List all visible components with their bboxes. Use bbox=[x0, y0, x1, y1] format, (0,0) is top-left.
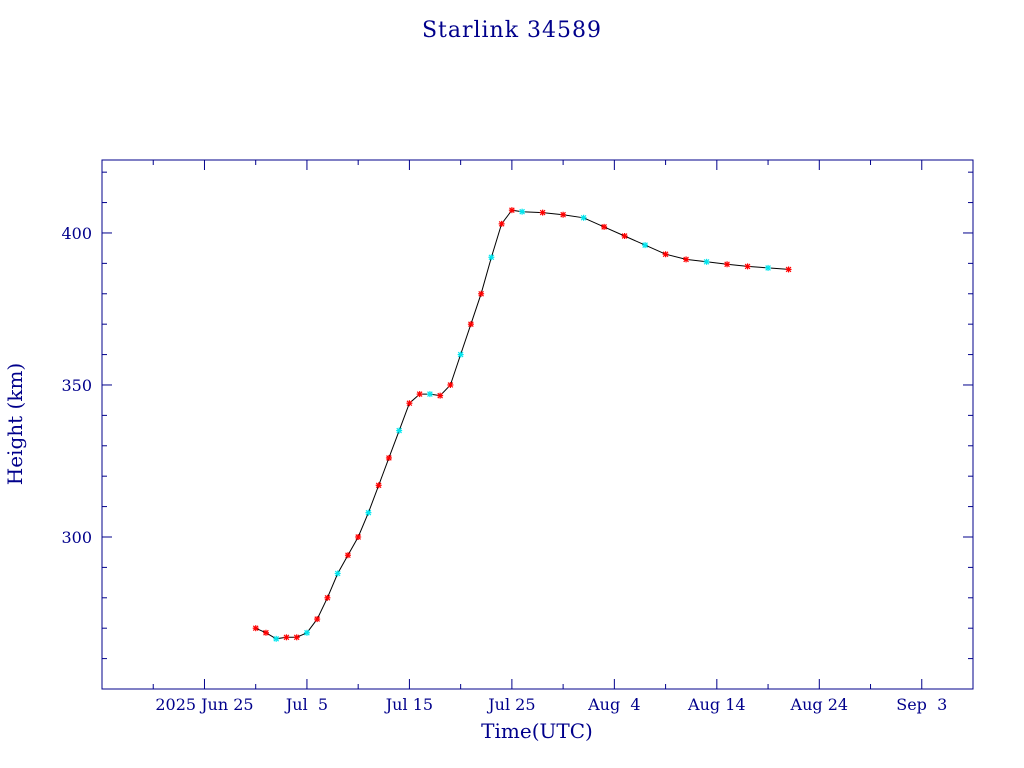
x-tick-label: Aug 14 bbox=[687, 695, 746, 714]
data-point bbox=[765, 264, 772, 271]
y-tick-label: 350 bbox=[61, 376, 92, 395]
data-point bbox=[703, 258, 710, 265]
data-point bbox=[478, 290, 485, 297]
data-point bbox=[498, 220, 505, 227]
data-point bbox=[539, 209, 546, 216]
data-point bbox=[457, 351, 464, 358]
data-point bbox=[273, 635, 280, 642]
data-point bbox=[365, 509, 372, 516]
axis-ticks bbox=[102, 160, 973, 689]
data-point bbox=[334, 570, 341, 577]
series-markers bbox=[252, 207, 792, 642]
x-tick-label: Jul 25 bbox=[486, 695, 535, 714]
data-point bbox=[488, 254, 495, 261]
data-point bbox=[303, 629, 310, 636]
data-point bbox=[262, 629, 269, 636]
data-point bbox=[375, 482, 382, 489]
data-point bbox=[344, 552, 351, 559]
data-point bbox=[642, 242, 649, 249]
data-point bbox=[560, 211, 567, 218]
x-tick-label: Jul 15 bbox=[384, 695, 433, 714]
data-point bbox=[355, 533, 362, 540]
series-line bbox=[255, 209, 789, 640]
x-tick-label: Jul 5 bbox=[284, 695, 328, 714]
series-line-layer bbox=[255, 209, 789, 640]
data-point bbox=[293, 634, 300, 641]
y-tick-label: 400 bbox=[61, 224, 92, 243]
data-point bbox=[724, 261, 731, 268]
x-tick-label: Sep 3 bbox=[896, 695, 947, 714]
data-point bbox=[252, 625, 259, 632]
data-point bbox=[785, 266, 792, 273]
data-point bbox=[437, 392, 444, 399]
x-tick-label: 2025 Jun 25 bbox=[155, 695, 253, 714]
data-point bbox=[621, 233, 628, 240]
data-point bbox=[683, 256, 690, 263]
y-tick-label: 300 bbox=[61, 528, 92, 547]
chart-title: Starlink 34589 bbox=[422, 18, 602, 43]
plot-area-frame bbox=[101, 159, 974, 690]
x-axis-label: Time(UTC) bbox=[481, 719, 593, 743]
x-tick-labels: 2025 Jun 25 Jul 5 Jul 15 Jul 25 Aug 4 Aug 14 A… bbox=[155, 695, 947, 714]
data-point bbox=[662, 251, 669, 258]
data-point bbox=[406, 400, 413, 407]
data-point bbox=[508, 207, 515, 214]
data-point bbox=[385, 454, 392, 461]
data-point bbox=[467, 321, 474, 328]
data-point bbox=[283, 634, 290, 641]
data-point bbox=[324, 594, 331, 601]
data-point bbox=[416, 391, 423, 398]
data-point bbox=[447, 381, 454, 388]
data-point bbox=[396, 427, 403, 434]
data-point bbox=[426, 391, 433, 398]
x-tick-label: Aug 4 bbox=[587, 695, 640, 714]
data-point bbox=[314, 616, 321, 623]
data-point bbox=[519, 208, 526, 215]
x-tick-label: Aug 24 bbox=[790, 695, 849, 714]
y-tick-labels: 300 350 400 bbox=[61, 224, 92, 547]
y-axis-label: Height (km) bbox=[3, 363, 27, 485]
data-point bbox=[601, 223, 608, 230]
data-point bbox=[744, 263, 751, 270]
data-point bbox=[580, 214, 587, 221]
